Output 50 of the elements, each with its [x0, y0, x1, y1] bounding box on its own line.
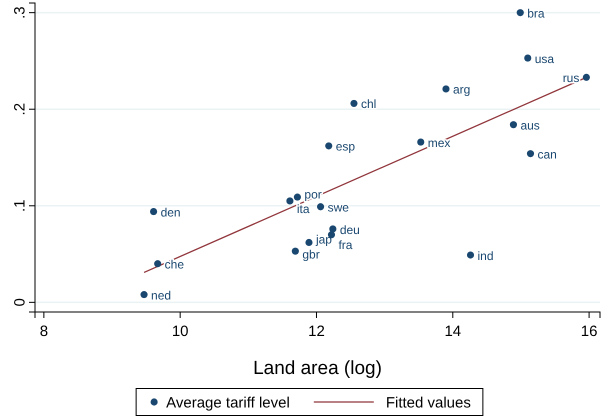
annotation: aus: [520, 118, 540, 132]
point: [150, 208, 158, 216]
point: [442, 85, 450, 92]
point: [510, 121, 518, 128]
annotation: usa: [534, 52, 554, 66]
x-tick-label: 10: [172, 323, 189, 340]
annotation: ind: [478, 248, 494, 263]
annotation: deu: [340, 222, 360, 237]
point: [350, 100, 358, 107]
annotation: gbr: [302, 247, 320, 262]
y-tick-label: .2: [11, 102, 28, 116]
point: [140, 291, 148, 298]
y-tick-label: .3: [11, 6, 28, 19]
annotation: jap: [314, 232, 332, 246]
annotation: chl: [360, 97, 376, 112]
x-tick-label: 14: [444, 323, 462, 340]
annotation: can: [537, 147, 557, 162]
point: [417, 138, 424, 146]
point: [329, 225, 336, 233]
x-tick-label: 12: [308, 323, 325, 340]
annotation: ita: [296, 202, 310, 216]
x-axis-title: Land area (log): [253, 358, 382, 379]
annotation: ned: [151, 288, 172, 302]
legend-label: Fitted values: [386, 394, 471, 412]
y-tick-label: .1: [11, 200, 28, 212]
annotation: arg: [452, 82, 470, 97]
annotation: che: [164, 258, 184, 272]
point: [292, 248, 299, 255]
point: [325, 142, 332, 150]
point: [305, 238, 313, 246]
annotation: esp: [336, 140, 356, 154]
legend-label: Average tariff level: [166, 394, 290, 412]
annotation: fra: [338, 238, 353, 252]
point: [286, 197, 294, 205]
annotation: swe: [328, 200, 350, 215]
point: [516, 9, 524, 16]
point: [466, 251, 474, 259]
annotation: den: [160, 205, 181, 220]
annotation: por: [304, 188, 322, 202]
point: [582, 74, 590, 81]
point: [317, 203, 324, 210]
point: [526, 150, 534, 158]
point: [524, 54, 532, 62]
point: [154, 260, 162, 268]
x-tick-label: 8: [40, 323, 48, 340]
x-tick-label: 16: [580, 323, 598, 340]
point: [294, 194, 301, 201]
y-tick-label: 0: [11, 298, 28, 307]
annotation: rus: [562, 71, 580, 86]
annotation: bra: [527, 6, 545, 20]
